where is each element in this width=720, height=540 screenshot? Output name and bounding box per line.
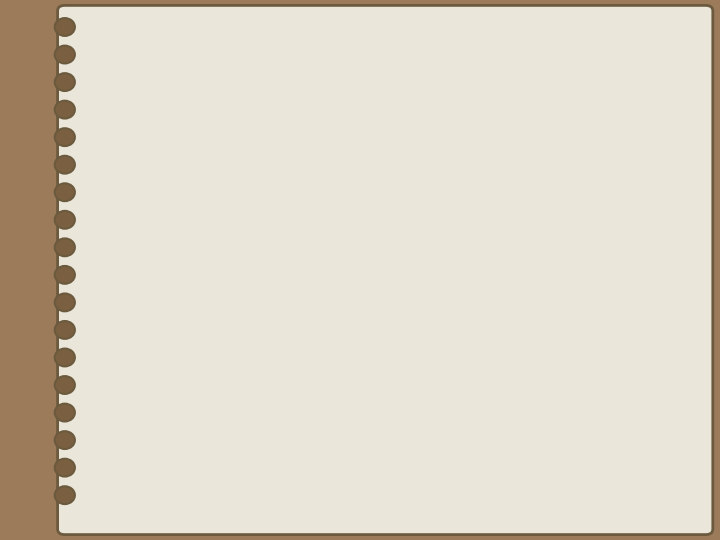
Text: Schematic representation: Schematic representation [134, 32, 658, 66]
Text: Light bulb: Light bulb [376, 99, 485, 118]
Text: Battery: Battery [205, 286, 282, 304]
Text: Wires: Wires [318, 457, 372, 475]
Bar [319, 212, 577, 390]
Text: of our simple circuit: of our simple circuit [189, 80, 603, 114]
Circle shape [389, 139, 454, 212]
